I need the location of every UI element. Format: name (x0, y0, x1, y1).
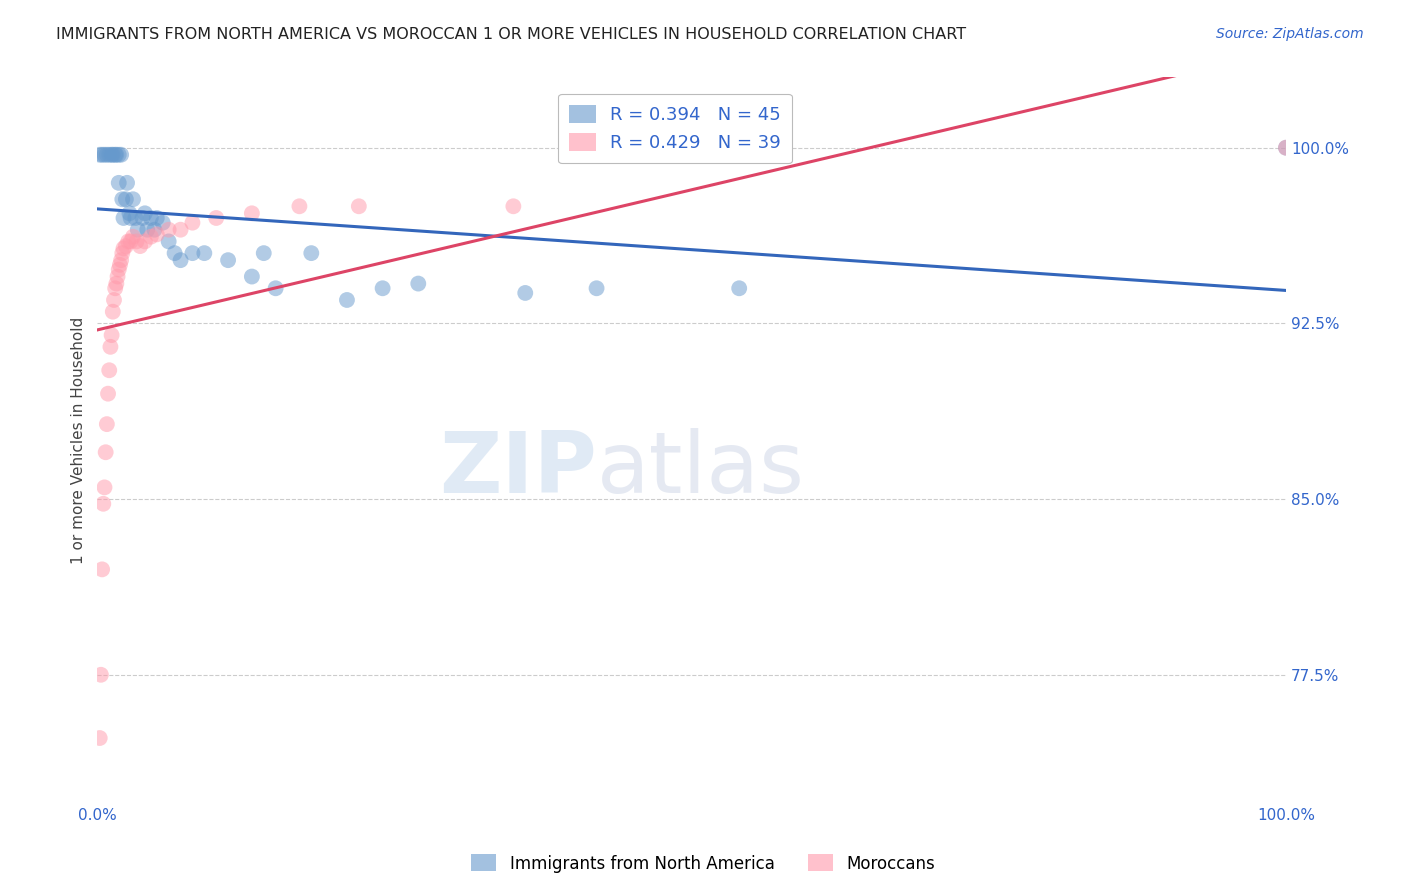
Point (115, 239, 138, 253)
Point (139, 229, 162, 244)
Point (139, 211, 162, 225)
Point (91, 497, 114, 511)
Point (143, 223, 166, 237)
Point (97, 386, 120, 401)
Point (124, 211, 146, 225)
Text: IMMIGRANTS FROM NORTH AMERICA VS MOROCCAN 1 OR MORE VEHICLES IN HOUSEHOLD CORREL: IMMIGRANTS FROM NORTH AMERICA VS MOROCCA… (56, 27, 966, 42)
Point (107, 262, 129, 277)
Point (136, 223, 159, 237)
Point (1275, 141, 1298, 155)
Point (107, 176, 129, 190)
Point (371, 281, 394, 295)
Point (585, 281, 607, 295)
Point (120, 211, 142, 225)
Point (111, 246, 134, 260)
Point (91, 562, 114, 576)
Point (728, 281, 751, 295)
Point (253, 246, 276, 260)
Point (96, 417, 118, 431)
Point (502, 199, 524, 213)
Point (96, 147, 118, 161)
Point (181, 246, 204, 260)
Text: Source: ZipAtlas.com: Source: ZipAtlas.com (1216, 27, 1364, 41)
Point (105, 277, 128, 291)
Point (112, 242, 135, 256)
Point (89, 147, 111, 161)
Point (108, 258, 131, 272)
Point (117, 235, 139, 249)
Point (115, 192, 138, 206)
Point (93, 147, 115, 161)
Point (240, 206, 263, 220)
Point (122, 192, 145, 206)
Point (101, 304, 124, 318)
Point (100, 340, 122, 354)
Point (129, 239, 152, 253)
Text: atlas: atlas (596, 428, 804, 511)
Point (336, 293, 359, 307)
Point (169, 253, 191, 268)
Point (131, 211, 153, 225)
Point (100, 147, 122, 161)
Point (104, 147, 127, 161)
Point (101, 147, 124, 161)
Point (193, 246, 215, 260)
Point (163, 246, 186, 260)
Point (288, 199, 311, 213)
Point (91, 147, 114, 161)
Point (98, 147, 121, 161)
Point (181, 216, 204, 230)
Legend: R = 0.394   N = 45, R = 0.429   N = 39: R = 0.394 N = 45, R = 0.429 N = 39 (558, 94, 792, 163)
Point (89, 731, 111, 745)
Point (406, 277, 429, 291)
Point (115, 176, 138, 190)
Point (157, 235, 180, 249)
Point (134, 206, 156, 220)
Point (98, 363, 121, 377)
Point (127, 223, 149, 237)
Point (205, 211, 228, 225)
Point (146, 227, 169, 242)
Y-axis label: 1 or more Vehicles in Household: 1 or more Vehicles in Household (72, 317, 86, 564)
Text: ZIP: ZIP (439, 428, 596, 511)
Point (112, 211, 135, 225)
Point (107, 269, 129, 284)
Point (134, 235, 156, 249)
Point (152, 216, 174, 230)
Point (118, 206, 141, 220)
Point (240, 269, 263, 284)
Point (110, 147, 132, 161)
Point (1275, 141, 1298, 155)
Point (110, 253, 132, 268)
Point (93, 480, 115, 494)
Point (157, 223, 180, 237)
Point (103, 293, 125, 307)
Point (347, 199, 370, 213)
Point (169, 223, 191, 237)
Point (107, 147, 129, 161)
Point (122, 229, 145, 244)
Point (100, 328, 122, 343)
Point (299, 246, 322, 260)
Legend: Immigrants from North America, Moroccans: Immigrants from North America, Moroccans (464, 847, 942, 880)
Point (111, 192, 134, 206)
Point (125, 235, 148, 249)
Point (90, 667, 112, 681)
Point (264, 281, 287, 295)
Point (120, 235, 142, 249)
Point (104, 281, 127, 295)
Point (105, 147, 128, 161)
Point (217, 253, 239, 268)
Point (94, 445, 117, 459)
Point (146, 211, 169, 225)
Point (515, 285, 537, 300)
